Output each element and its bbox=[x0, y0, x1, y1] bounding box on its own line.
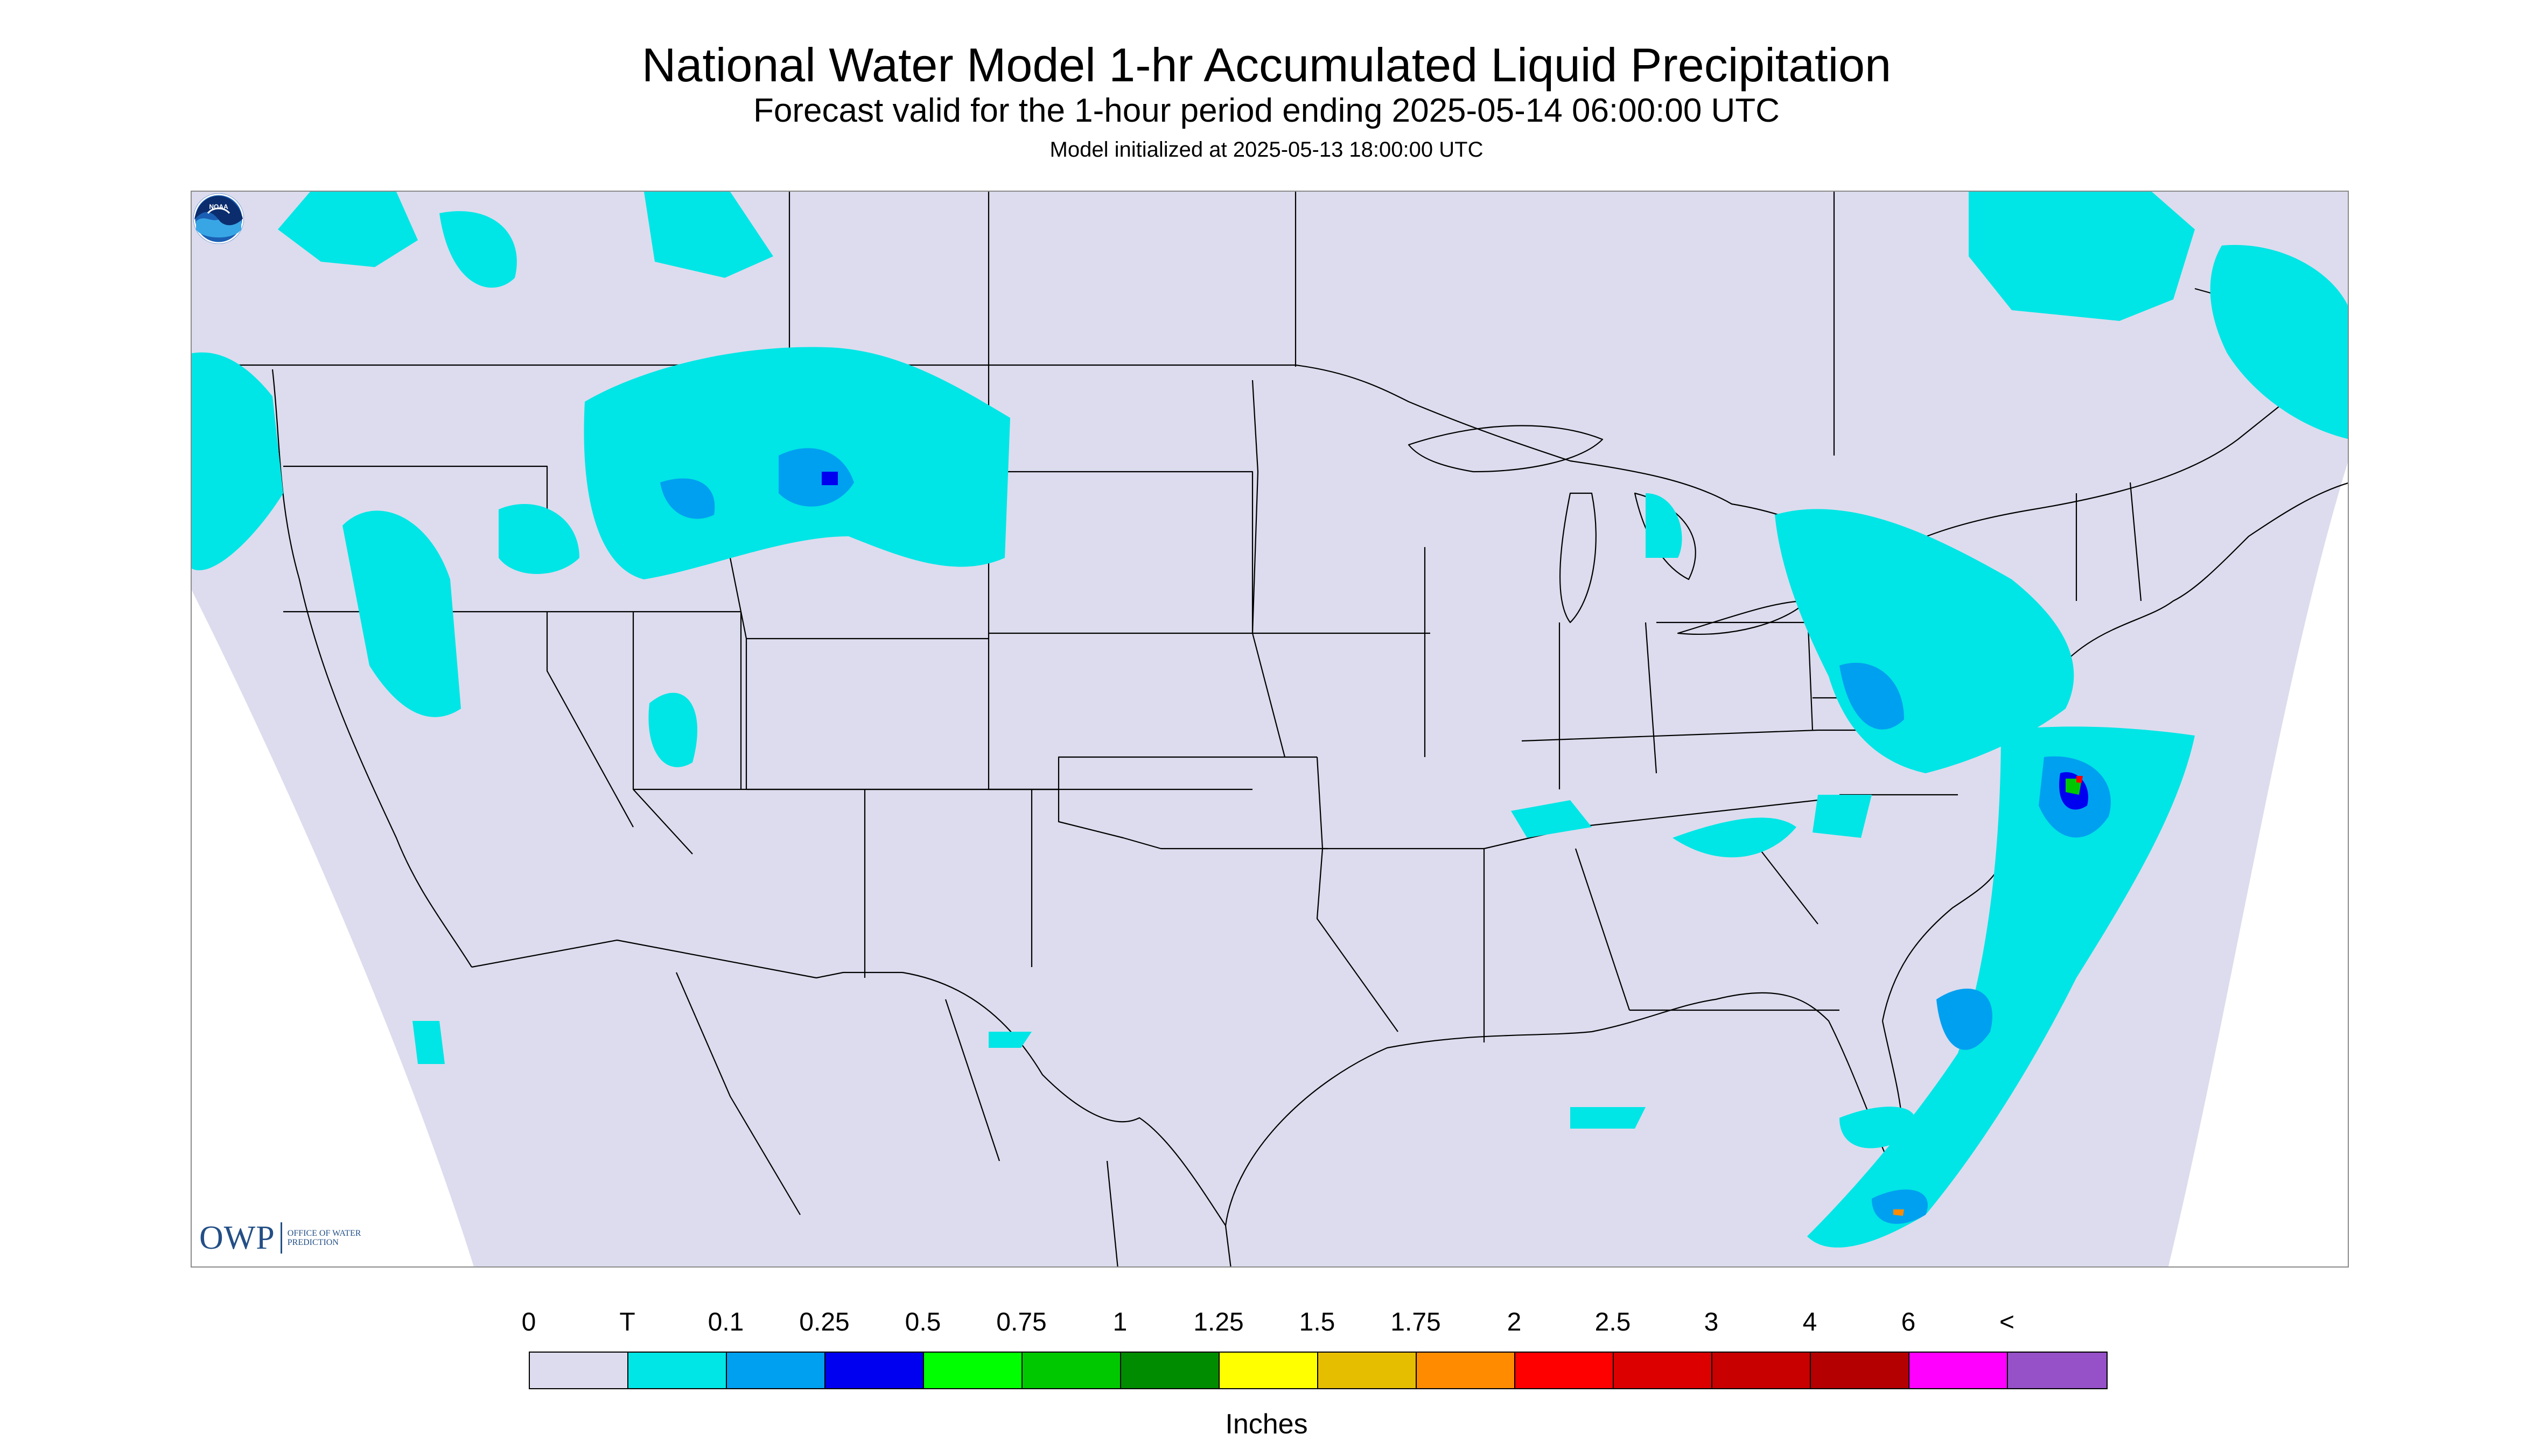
map-subtitle: Forecast valid for the 1-hour period end… bbox=[753, 92, 1780, 129]
precipitation-map: OWP OFFICE OF WATER PREDICTION NOAA bbox=[191, 191, 2349, 1268]
legend-swatch bbox=[530, 1353, 628, 1388]
legend-tick-label: 2 bbox=[1507, 1308, 1522, 1336]
lake-michigan bbox=[1559, 492, 1597, 624]
map-canvas bbox=[192, 192, 2348, 1266]
legend-swatch bbox=[1023, 1353, 1121, 1388]
legend-tick-label: 0.1 bbox=[708, 1308, 744, 1336]
precipitation-legend: 0 T 0.1 0.25 0.5 0.75 1 1.25 1.5 1.75 2 2.5 3 4 6 < Inc… bbox=[0, 1298, 2533, 1448]
noaa-logo-text: NOAA bbox=[209, 203, 228, 211]
owp-logo-divider bbox=[280, 1222, 282, 1254]
legend-swatch bbox=[628, 1353, 727, 1388]
legend-tick-label: 0 bbox=[521, 1308, 536, 1336]
model-init-time: Model initialized at 2025-05-13 18:00:00… bbox=[1049, 138, 1484, 162]
legend-swatch bbox=[1318, 1353, 1417, 1388]
legend-tick-label: T bbox=[619, 1308, 635, 1336]
us-canada-border bbox=[192, 364, 2348, 570]
noaa-logo-icon: NOAA bbox=[193, 193, 244, 244]
legend-tick-label: 1.5 bbox=[1299, 1308, 1335, 1336]
legend-swatch bbox=[924, 1353, 1023, 1388]
us-mexico-border bbox=[471, 939, 1231, 1266]
precipitation-intense bbox=[1893, 776, 2083, 1216]
legend-swatch bbox=[825, 1353, 924, 1388]
map-title: National Water Model 1-hr Accumulated Li… bbox=[641, 38, 1892, 92]
legend-swatch bbox=[1417, 1353, 1515, 1388]
legend-color-bar bbox=[529, 1352, 2108, 1389]
owp-logo-text: OFFICE OF WATER PREDICTION bbox=[287, 1229, 361, 1247]
legend-swatch bbox=[1909, 1353, 2008, 1388]
legend-tick-label: 4 bbox=[1802, 1308, 1817, 1336]
legend-units: Inches bbox=[1225, 1409, 1308, 1440]
legend-tick-label: 6 bbox=[1901, 1308, 1916, 1336]
legend-swatch bbox=[1121, 1353, 1220, 1388]
legend-swatch bbox=[1614, 1353, 1712, 1388]
legend-swatch bbox=[2008, 1353, 2107, 1388]
legend-tick-label: 1.25 bbox=[1193, 1308, 1244, 1336]
legend-swatch bbox=[1515, 1353, 1614, 1388]
owp-logo-mark: OWP bbox=[199, 1219, 275, 1256]
legend-swatch bbox=[1220, 1353, 1318, 1388]
legend-tick-label: 0.5 bbox=[905, 1308, 941, 1336]
legend-tick-label: 1.75 bbox=[1390, 1308, 1441, 1336]
legend-swatch bbox=[1811, 1353, 1909, 1388]
legend-swatch bbox=[727, 1353, 825, 1388]
legend-tick-label: 2.5 bbox=[1594, 1308, 1631, 1336]
legend-swatch bbox=[1712, 1353, 1811, 1388]
lake-superior bbox=[1408, 425, 1604, 473]
legend-tick-label: 1 bbox=[1112, 1308, 1128, 1336]
legend-tick-label: 0.75 bbox=[996, 1308, 1047, 1336]
legend-tick-label: 0.25 bbox=[799, 1308, 850, 1336]
legend-tick-label: < bbox=[1999, 1308, 2015, 1336]
legend-tick-label: 3 bbox=[1704, 1308, 1719, 1336]
owp-logo: OWP OFFICE OF WATER PREDICTION bbox=[199, 1219, 368, 1257]
